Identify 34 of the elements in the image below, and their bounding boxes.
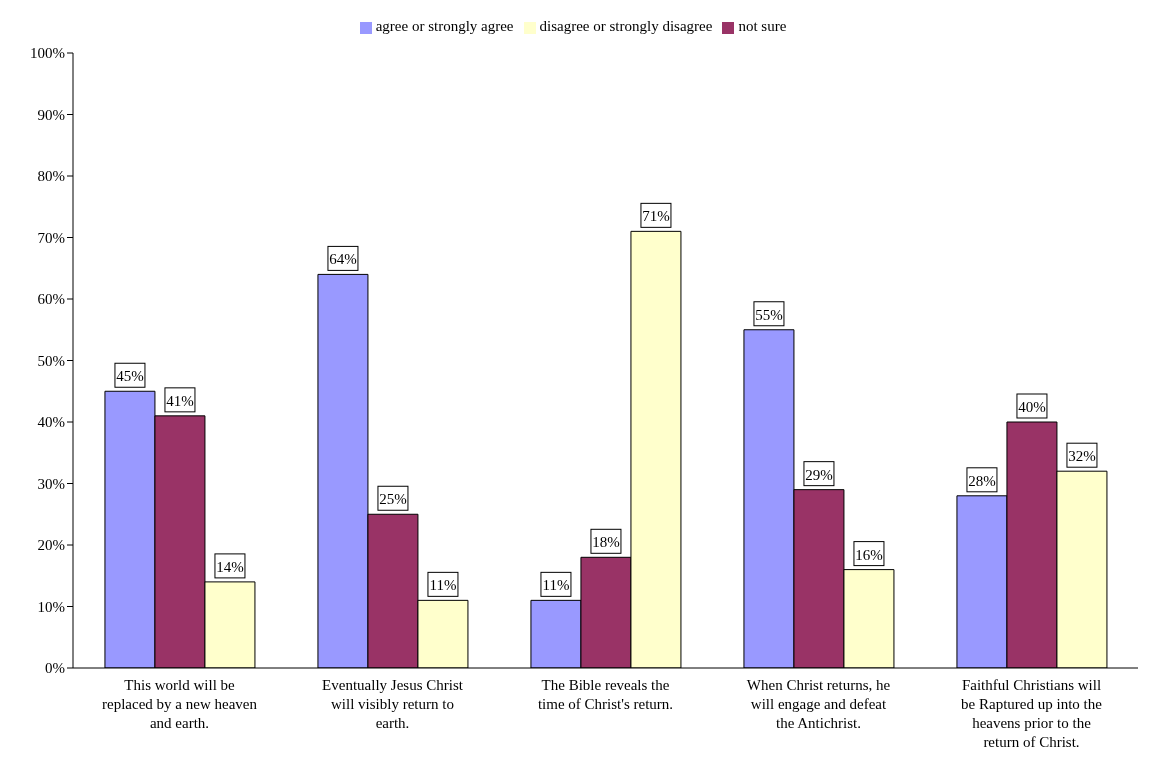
legend-label: not sure [738,18,787,34]
y-tick-label: 60% [37,291,65,308]
data-label: 11% [542,577,570,594]
data-label: 40% [1018,399,1046,415]
y-tick-label: 90% [37,106,65,123]
y-tick-label: 50% [37,352,65,369]
data-label: 29% [805,466,833,483]
data-label: 16% [855,546,883,563]
y-tick-label: 10% [37,598,65,615]
data-label: 11% [429,577,457,594]
y-tick-label: 70% [37,229,65,246]
data-label: 71% [642,208,670,225]
y-tick-label: 80% [37,168,65,185]
x-tick-label: The Bible reveals the time of Christ's return. [537,677,674,712]
y-tick-label: 100% [30,45,65,62]
x-tick-label: Faithful Christians will be Raptured up into the heavens prior to the return of Christ. [961,677,1103,750]
data-label: 64% [329,251,357,268]
legend-label: disagree or strongly disagree [539,18,713,34]
y-tick-label: 0% [45,660,65,677]
y-tick-label: 30% [37,475,65,492]
data-label: 41% [166,392,194,409]
x-tick-label: When Christ returns, he will engage and defeat the Antichrist. [746,677,891,731]
data-label: 14% [216,558,244,575]
y-tick-label: 40% [37,414,65,431]
data-label: 32% [1068,448,1096,465]
legend-label: agree or strongly agree [375,18,514,34]
data-label: 28% [968,472,996,489]
data-label: 25% [379,491,407,508]
data-label: 55% [755,306,783,323]
data-label: 18% [592,534,620,551]
data-label: 45% [116,368,144,385]
x-tick-label: This world will be replaced by a new heaven and earth. [102,677,258,731]
x-tick-label: Eventually Jesus Christ will visibly return to earth. [322,677,464,731]
y-tick-label: 20% [37,537,65,554]
